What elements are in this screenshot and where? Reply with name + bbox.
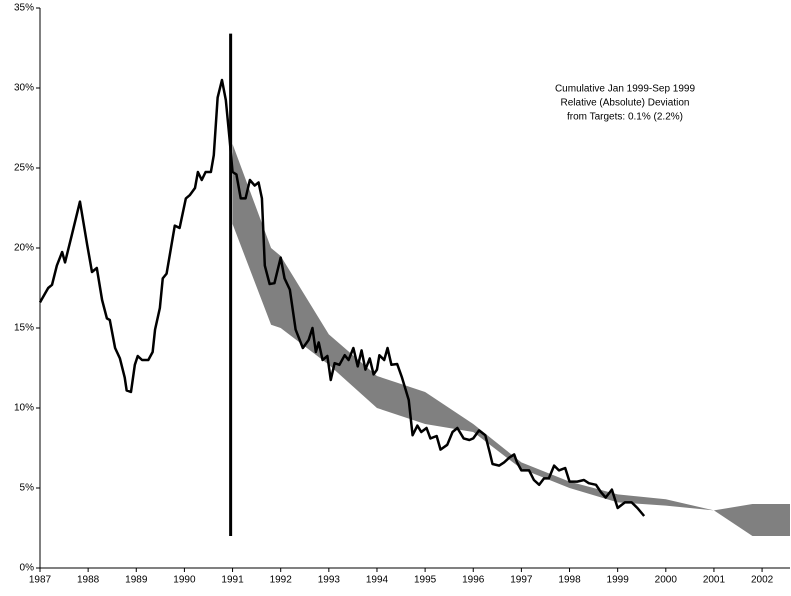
y-tick-label: 25% [14, 163, 34, 174]
y-tick-label: 0% [20, 563, 35, 574]
x-tick-label: 1992 [270, 575, 293, 586]
y-tick-label: 10% [14, 403, 34, 414]
x-tick-label: 2002 [751, 575, 774, 586]
annotation: Cumulative Jan 1999-Sep 1999 Relative (A… [555, 84, 696, 123]
x-tick-label: 1994 [366, 575, 389, 586]
x-tick-label: 1995 [414, 575, 437, 586]
x-tick-label: 1993 [318, 575, 341, 586]
x-tick-label: 1989 [125, 575, 148, 586]
x-tick-label: 2000 [655, 575, 678, 586]
y-tick-label: 15% [14, 323, 34, 334]
x-tick-label: 1998 [558, 575, 581, 586]
x-tick-label: 2001 [703, 575, 726, 586]
x-tick-label: 1990 [173, 575, 196, 586]
x-tick-label: 1987 [29, 575, 52, 586]
y-tick-label: 5% [20, 483, 35, 494]
x-tick-label: 1988 [77, 575, 100, 586]
y-tick-label: 35% [14, 3, 34, 14]
rate-line [38, 78, 646, 517]
annotation-line: from Targets: 0.1% (2.2%) [567, 112, 683, 123]
target-band [232, 144, 790, 536]
y-tick-label: 30% [14, 83, 34, 94]
annotation-line: Cumulative Jan 1999-Sep 1999 [555, 84, 696, 95]
x-tick-label: 1996 [462, 575, 485, 586]
x-tick-label: 1999 [607, 575, 630, 586]
x-tick-label: 1991 [221, 575, 244, 586]
annotation-line: Relative (Absolute) Deviation [561, 98, 690, 109]
y-tick-label: 20% [14, 243, 34, 254]
x-tick-label: 1997 [510, 575, 533, 586]
